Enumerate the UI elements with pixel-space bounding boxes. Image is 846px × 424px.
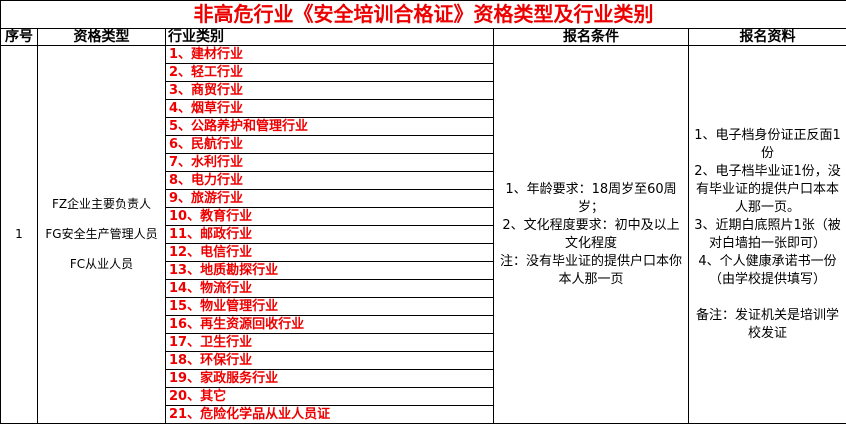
industry-item: 1、建材行业	[165, 45, 494, 64]
industry-item: 21、危险化学品从业人员证	[165, 405, 494, 424]
industry-item: 17、卫生行业	[165, 333, 494, 352]
qual-type: FG安全生产管理人员	[45, 227, 158, 241]
materials-cell: 1、电子档身份证正反面1份 2、电子档毕业证1份，没有毕业证的提供户口本本人那一…	[687, 45, 846, 424]
seq-cell: 1	[0, 45, 38, 424]
industry-item: 14、物流行业	[165, 279, 494, 298]
industry-item: 12、电信行业	[165, 243, 494, 262]
header-qual: 资格类型	[37, 28, 166, 46]
industry-item: 13、地质勘探行业	[165, 261, 494, 280]
industry-item: 19、家政服务行业	[165, 369, 494, 388]
qual-types-cell: FZ企业主要负责人 FG安全生产管理人员 FC从业人员	[37, 45, 166, 424]
qual-type: FC从业人员	[69, 257, 134, 271]
header-conditions: 报名条件	[493, 28, 689, 46]
header-materials: 报名资料	[687, 28, 846, 46]
qual-type: FZ企业主要负责人	[51, 197, 152, 211]
industry-item: 4、烟草行业	[165, 99, 494, 118]
industry-item: 2、轻工行业	[165, 63, 494, 82]
industry-item: 7、水利行业	[165, 153, 494, 172]
industry-item: 8、电力行业	[165, 171, 494, 190]
conditions-cell: 1、年龄要求：18周岁至60周岁； 2、文化程度要求：初中及以上文化程度 注：没…	[493, 45, 689, 424]
header-industry: 行业类别	[165, 28, 494, 46]
industry-item: 9、旅游行业	[165, 189, 494, 208]
industry-item: 10、教育行业	[165, 207, 494, 226]
industry-item: 11、邮政行业	[165, 225, 494, 244]
industry-item: 3、商贸行业	[165, 81, 494, 100]
industry-item: 15、物业管理行业	[165, 297, 494, 316]
industry-item: 18、环保行业	[165, 351, 494, 370]
industry-item: 5、公路养护和管理行业	[165, 117, 494, 136]
table-title: 非高危行业《安全培训合格证》资格类型及行业类别	[0, 0, 846, 29]
industry-item: 6、民航行业	[165, 135, 494, 154]
header-seq: 序号	[0, 28, 38, 46]
industry-item: 20、其它	[165, 387, 494, 406]
industry-item: 16、再生资源回收行业	[165, 315, 494, 334]
